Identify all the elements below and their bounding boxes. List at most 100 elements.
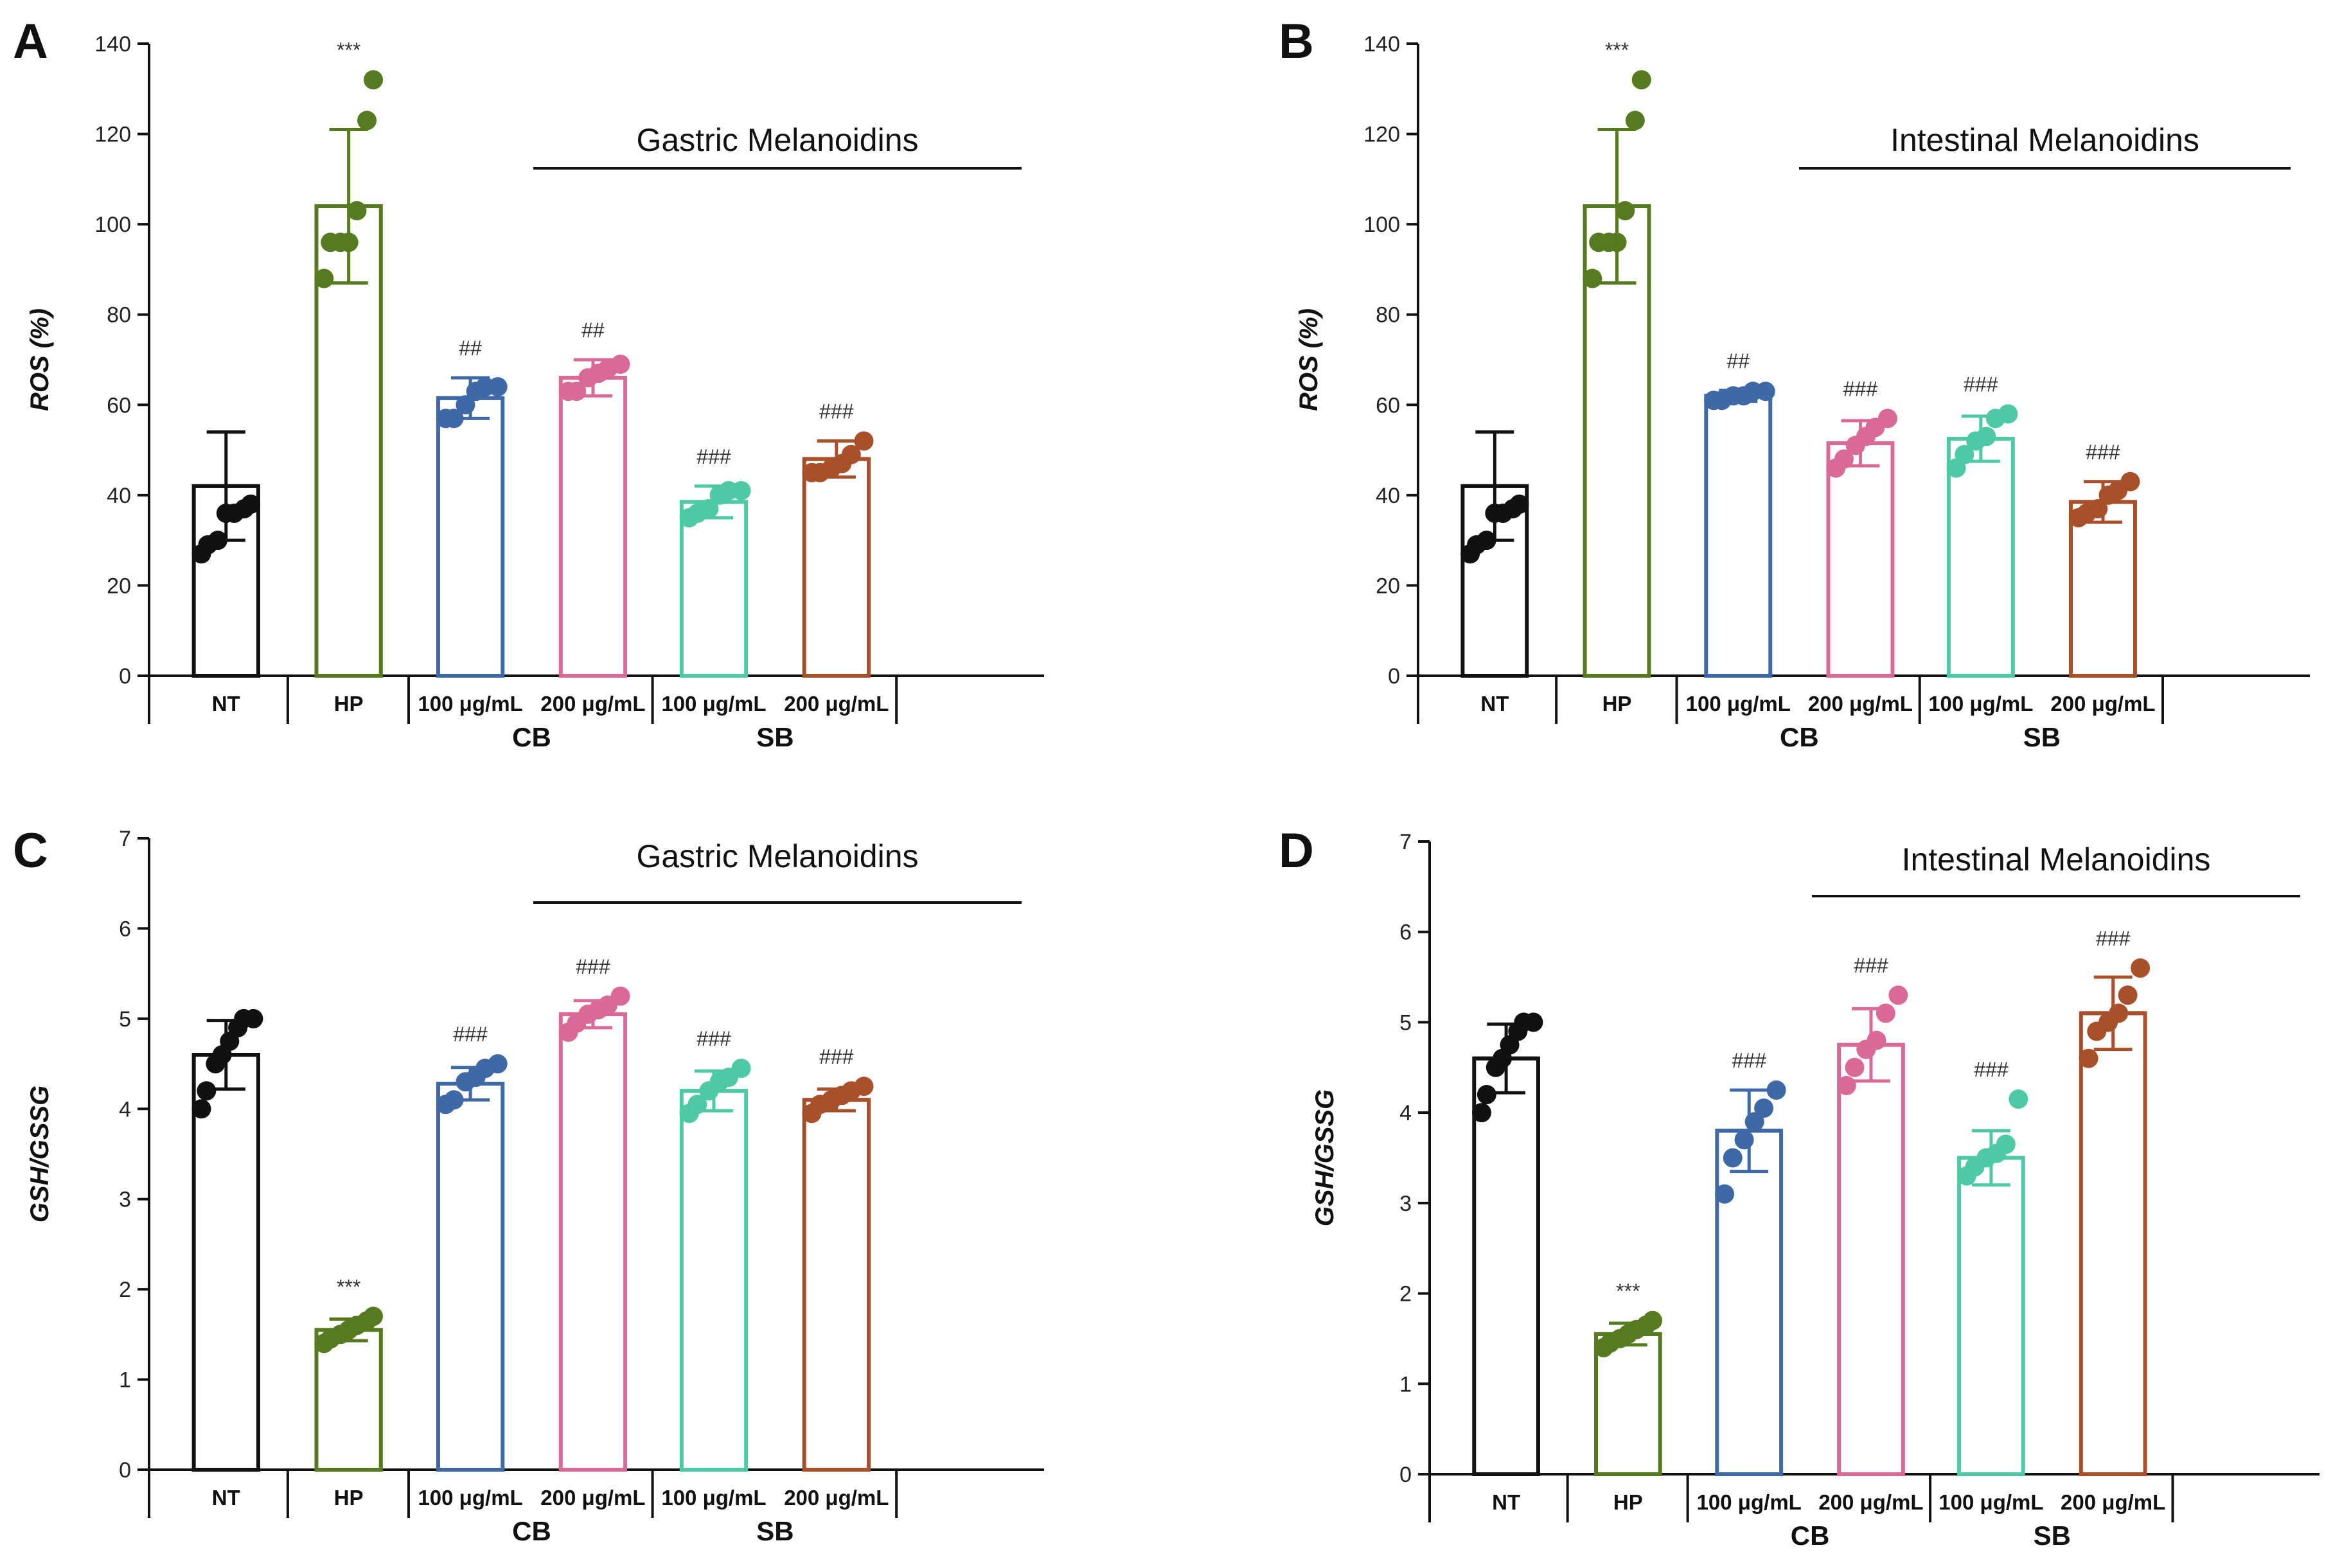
banner-label: Intestinal Melanoidins [1890,122,2199,158]
y-tick-label: 7 [119,827,131,851]
data-point-nt [1471,1103,1491,1123]
y-axis-label: ROS (%) [1295,308,1323,411]
data-point-nt [241,494,261,514]
bar-sb200 [802,457,871,678]
data-point-sb100 [1996,1134,2016,1154]
category-label: 100 μg/mL [1928,692,2033,716]
y-tick-label: 6 [119,917,131,941]
y-tick-label: 5 [1399,1010,1412,1035]
data-point-hp [1642,1310,1662,1330]
group-label: CB [1791,1520,1830,1551]
category-label: 200 μg/mL [2061,1490,2165,1514]
bar-cb100 [436,396,505,678]
category-label: NT [212,1486,240,1510]
data-point-cb100 [1755,382,1775,401]
data-point-sb100 [731,1059,751,1079]
data-point-cb100 [1766,1080,1786,1100]
group-label: SB [2023,722,2061,752]
category-label: 200 μg/mL [2050,692,2155,716]
y-tick-label: 4 [1399,1101,1412,1125]
panel-b: B 0 20 40 60 80 100 120 140 ROS (%) Intestinal Mel… [1279,14,2310,752]
data-point-sb100 [1955,445,1974,464]
significance-label: ### [2096,927,2131,950]
y-tick-label: 0 [119,664,131,689]
category-label: 200 μg/mL [784,1486,889,1510]
group-label: CB [512,722,551,752]
data-point-cb100 [1754,1098,1774,1118]
significance-label: ### [1732,1049,1767,1072]
data-point-cb100 [1734,1130,1754,1150]
banner-label: Intestinal Melanoidins [1902,841,2211,877]
data-point-sb100 [1998,404,2018,424]
category-label: NT [1480,692,1509,716]
category-label: 100 μg/mL [418,1486,522,1510]
significance-label: ### [696,1027,731,1050]
significance-label: ### [453,1023,488,1046]
y-tick-label: 20 [107,574,131,598]
significance-label: ### [1964,373,1998,396]
category-label: 100 μg/mL [418,692,522,716]
data-point-sb200 [854,1077,874,1097]
category-label: 100 μg/mL [1686,692,1791,716]
y-tick-label: 2 [119,1278,131,1302]
panel-letter: A [13,14,48,69]
category-label: 100 μg/mL [1938,1490,2043,1514]
y-tick-label: 0 [1399,1463,1412,1487]
category-label: HP [334,692,364,716]
y-tick-label: 0 [119,1458,131,1483]
significance-label: ### [1854,954,1888,977]
category-label: 100 μg/mL [661,1486,766,1510]
bar-cb200 [558,376,628,678]
data-point-cb200 [1834,449,1854,469]
panel-letter: B [1279,14,1314,69]
data-point-cb200 [1876,1003,1895,1023]
data-point-nt [197,1081,217,1101]
group-label: CB [1780,722,1819,752]
group-label: SB [756,1516,794,1546]
y-tick-label: 3 [119,1188,131,1212]
y-tick-label: 5 [119,1007,131,1032]
y-tick-label: 4 [119,1097,131,1122]
data-point-cb100 [488,1054,508,1074]
y-tick-label: 120 [94,123,131,147]
panel-a: A 0 20 40 60 80 100 120 140 ROS (%) Gastric Melano… [13,14,1044,752]
data-point-nt [1523,1012,1543,1032]
group-label: SB [2034,1520,2071,1551]
significance-label: ### [819,1045,854,1068]
bar-cb200 [558,1012,628,1472]
significance-label: *** [337,39,360,62]
data-point-hp [1625,110,1645,130]
y-axis-label: GSH/GSSG [26,1086,54,1222]
data-point-cb100 [488,377,508,397]
data-point-sb100 [731,480,751,500]
data-point-cb200 [1877,409,1897,428]
bar-cb100 [436,1081,505,1472]
bar-nt [1472,1056,1540,1476]
data-point-cb200 [610,355,630,374]
significance-label: ## [459,337,482,360]
category-label: 100 μg/mL [1697,1490,1802,1514]
data-point-hp [1631,70,1651,90]
significance-label: ### [2086,441,2120,464]
category-label: NT [1492,1490,1520,1514]
significance-label: ## [581,319,605,342]
y-tick-label: 3 [1399,1192,1412,1216]
group-label: CB [512,1516,551,1546]
category-label: 200 μg/mL [1808,692,1913,716]
category-label: 200 μg/mL [540,1486,645,1510]
bar-sb100 [679,1089,749,1472]
y-axis-label: GSH/GSSG [1311,1089,1339,1226]
data-point-cb200 [1836,1075,1856,1095]
bar-sb200 [2079,1011,2147,1477]
bar-sb200 [802,1098,871,1472]
data-point-cb100 [1715,1184,1735,1204]
category-label: 200 μg/mL [1818,1490,1923,1514]
y-tick-label: 7 [1399,830,1412,854]
data-point-sb200 [2118,985,2138,1005]
banner-label: Gastric Melanoidins [636,838,918,874]
significance-label: ### [1974,1058,2009,1081]
data-point-sb200 [2131,958,2151,978]
data-point-hp [364,1307,384,1326]
bar-cb100 [1715,1129,1784,1477]
